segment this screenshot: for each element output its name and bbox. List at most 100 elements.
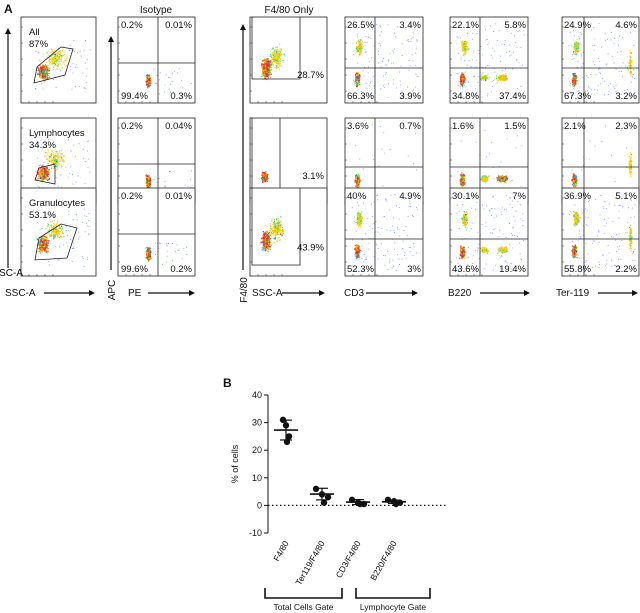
event-dot	[601, 46, 602, 48]
event-dot	[148, 86, 150, 88]
event-dot	[53, 56, 55, 58]
event-dot	[42, 74, 44, 76]
event-dot	[521, 64, 523, 66]
event-dot	[401, 90, 403, 92]
event-dot	[69, 45, 71, 46]
flow-plot-r1-c2: 0.2% 0.01%99.4% 0.3%	[117, 16, 196, 104]
event-dot	[358, 179, 360, 181]
event-dot	[514, 42, 516, 43]
event-dot	[268, 66, 270, 68]
event-dot	[50, 156, 52, 158]
event-dot	[82, 148, 84, 150]
event-dot	[276, 55, 278, 57]
event-dot	[53, 161, 55, 163]
event-dot	[487, 65, 488, 67]
event-dot	[276, 58, 278, 60]
event-dot	[263, 75, 265, 77]
event-dot	[462, 48, 464, 50]
event-dot	[46, 71, 48, 73]
event-dot	[171, 80, 173, 82]
event-dot	[464, 183, 466, 185]
event-dot	[485, 29, 486, 31]
event-dot	[58, 152, 60, 154]
event-dot	[501, 76, 503, 78]
event-dot	[360, 46, 362, 48]
event-dot	[466, 33, 468, 34]
event-dot	[387, 96, 389, 98]
event-dot	[481, 77, 483, 79]
event-dot	[509, 50, 511, 52]
event-dot	[46, 167, 48, 169]
event-dot	[615, 84, 617, 86]
event-dot	[629, 74, 631, 76]
event-dot	[358, 47, 360, 49]
event-dot	[358, 79, 360, 81]
event-dot	[148, 76, 150, 78]
event-dot	[496, 82, 498, 84]
event-dot	[505, 79, 507, 81]
event-dot	[462, 74, 464, 76]
event-dot	[42, 164, 44, 166]
event-dot	[49, 58, 51, 60]
event-dot	[146, 184, 148, 186]
event-dot	[148, 82, 150, 84]
event-dot	[504, 78, 506, 80]
event-dot	[51, 60, 53, 62]
event-dot	[464, 41, 466, 43]
event-dot	[487, 77, 489, 79]
event-dot	[148, 177, 150, 179]
event-dot	[578, 42, 580, 44]
event-dot	[509, 55, 511, 57]
event-dot	[465, 43, 467, 45]
event-dot	[590, 23, 592, 25]
event-dot	[53, 157, 55, 159]
event-dot	[263, 68, 265, 70]
event-dot	[54, 55, 56, 57]
event-dot	[262, 66, 264, 68]
event-dot	[54, 60, 56, 62]
event-dot	[43, 175, 45, 177]
event-dot	[380, 26, 381, 28]
event-dot	[629, 66, 631, 68]
event-dot	[572, 83, 574, 85]
event-dot	[170, 91, 171, 93]
event-dot	[520, 86, 522, 87]
event-dot	[55, 150, 57, 152]
event-dot	[484, 78, 486, 80]
event-dot	[269, 65, 271, 67]
event-dot	[511, 26, 513, 27]
event-dot	[262, 180, 264, 182]
event-dot	[393, 51, 395, 53]
event-dot	[263, 62, 265, 64]
event-dot	[46, 65, 48, 67]
event-dot	[53, 59, 55, 61]
event-dot	[409, 65, 411, 67]
event-dot	[149, 183, 151, 185]
event-dot	[278, 61, 280, 63]
event-dot	[505, 77, 507, 79]
event-dot	[267, 76, 269, 78]
event-dot	[61, 166, 63, 168]
event-dot	[62, 75, 64, 77]
event-dot	[393, 48, 395, 50]
event-dot	[629, 59, 631, 61]
event-dot	[408, 93, 410, 95]
event-dot	[60, 155, 62, 157]
event-dot	[464, 59, 466, 61]
event-dot	[357, 78, 359, 80]
event-dot	[354, 81, 356, 83]
event-dot	[41, 167, 43, 169]
event-dot	[83, 50, 85, 52]
event-dot	[274, 53, 276, 55]
event-dot	[271, 54, 273, 56]
event-dot	[577, 50, 579, 52]
event-dot	[261, 65, 263, 67]
event-dot	[502, 77, 504, 79]
event-dot	[266, 74, 268, 76]
event-dot	[276, 51, 278, 53]
event-dot	[358, 182, 360, 184]
event-dot	[271, 62, 273, 64]
event-dot	[40, 175, 42, 177]
event-dot	[582, 63, 584, 65]
event-dot	[88, 140, 89, 142]
